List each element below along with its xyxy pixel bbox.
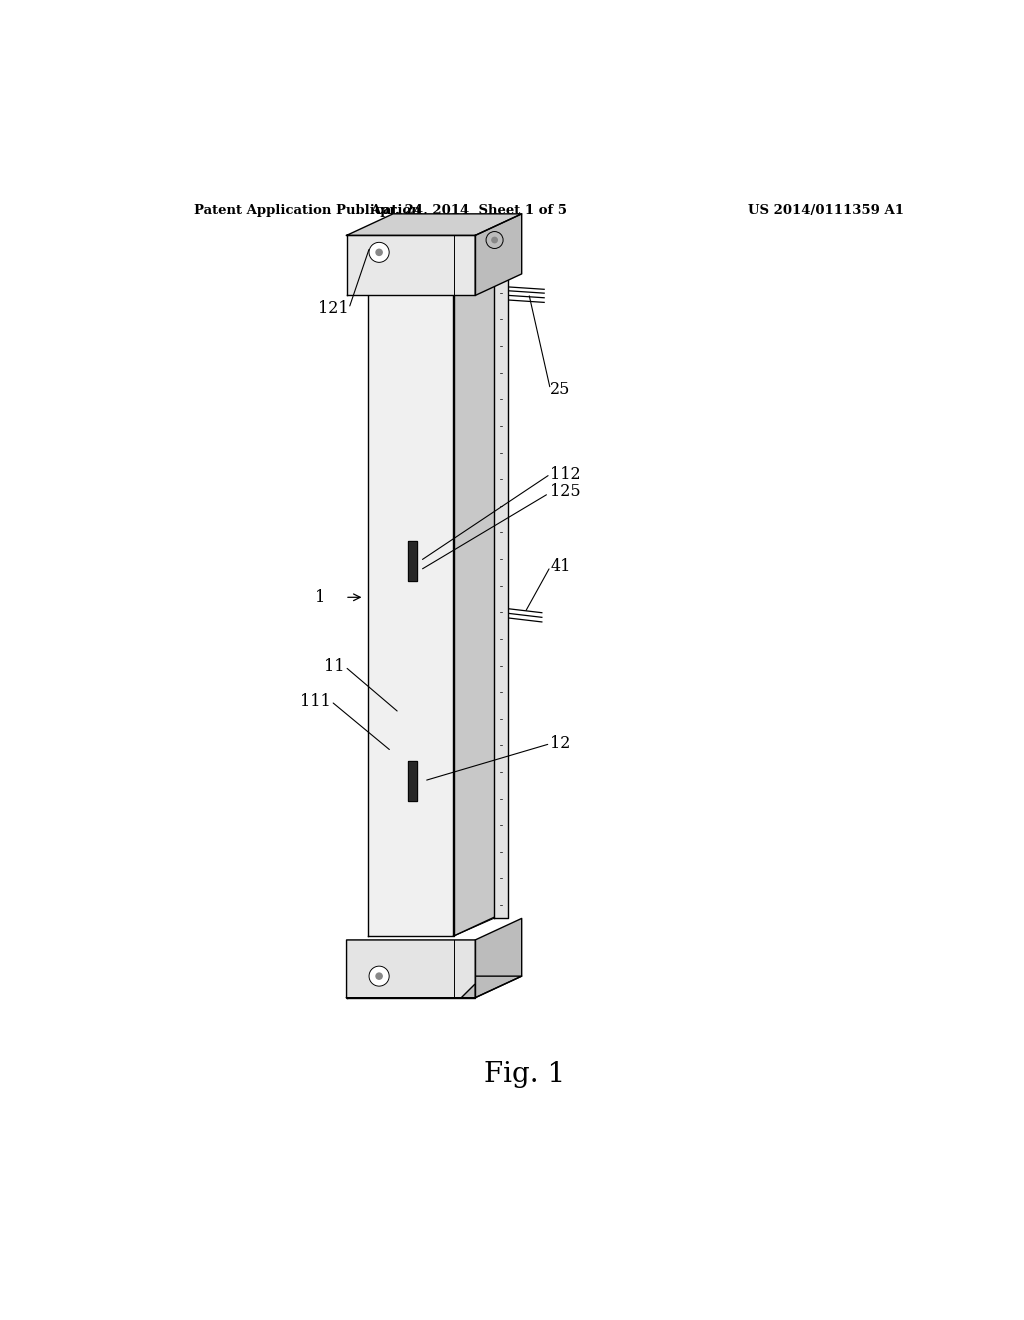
Circle shape [369, 966, 389, 986]
Polygon shape [475, 919, 521, 998]
Text: 25: 25 [550, 381, 570, 397]
Polygon shape [475, 214, 521, 296]
Text: Patent Application Publication: Patent Application Publication [194, 205, 421, 218]
Text: US 2014/0111359 A1: US 2014/0111359 A1 [748, 205, 904, 218]
Text: 125: 125 [550, 483, 581, 500]
Polygon shape [408, 760, 417, 801]
Circle shape [376, 249, 382, 256]
Text: 111: 111 [300, 693, 331, 710]
Circle shape [369, 243, 389, 263]
Polygon shape [346, 940, 475, 998]
Text: 112: 112 [550, 466, 581, 483]
Polygon shape [454, 268, 500, 936]
Text: 41: 41 [550, 558, 570, 576]
Polygon shape [346, 977, 521, 998]
Text: 1: 1 [315, 589, 326, 606]
Polygon shape [369, 268, 500, 289]
Polygon shape [408, 541, 417, 581]
Circle shape [376, 973, 382, 979]
Polygon shape [346, 235, 475, 296]
Text: 12: 12 [550, 735, 570, 752]
Circle shape [492, 238, 498, 243]
Text: Fig. 1: Fig. 1 [484, 1061, 565, 1088]
Polygon shape [369, 289, 454, 936]
Circle shape [486, 231, 503, 248]
Text: 11: 11 [325, 659, 345, 675]
Polygon shape [346, 214, 521, 235]
Polygon shape [494, 267, 508, 919]
Text: Apr. 24, 2014  Sheet 1 of 5: Apr. 24, 2014 Sheet 1 of 5 [371, 205, 567, 218]
Polygon shape [346, 940, 475, 998]
Text: 121: 121 [318, 300, 349, 317]
